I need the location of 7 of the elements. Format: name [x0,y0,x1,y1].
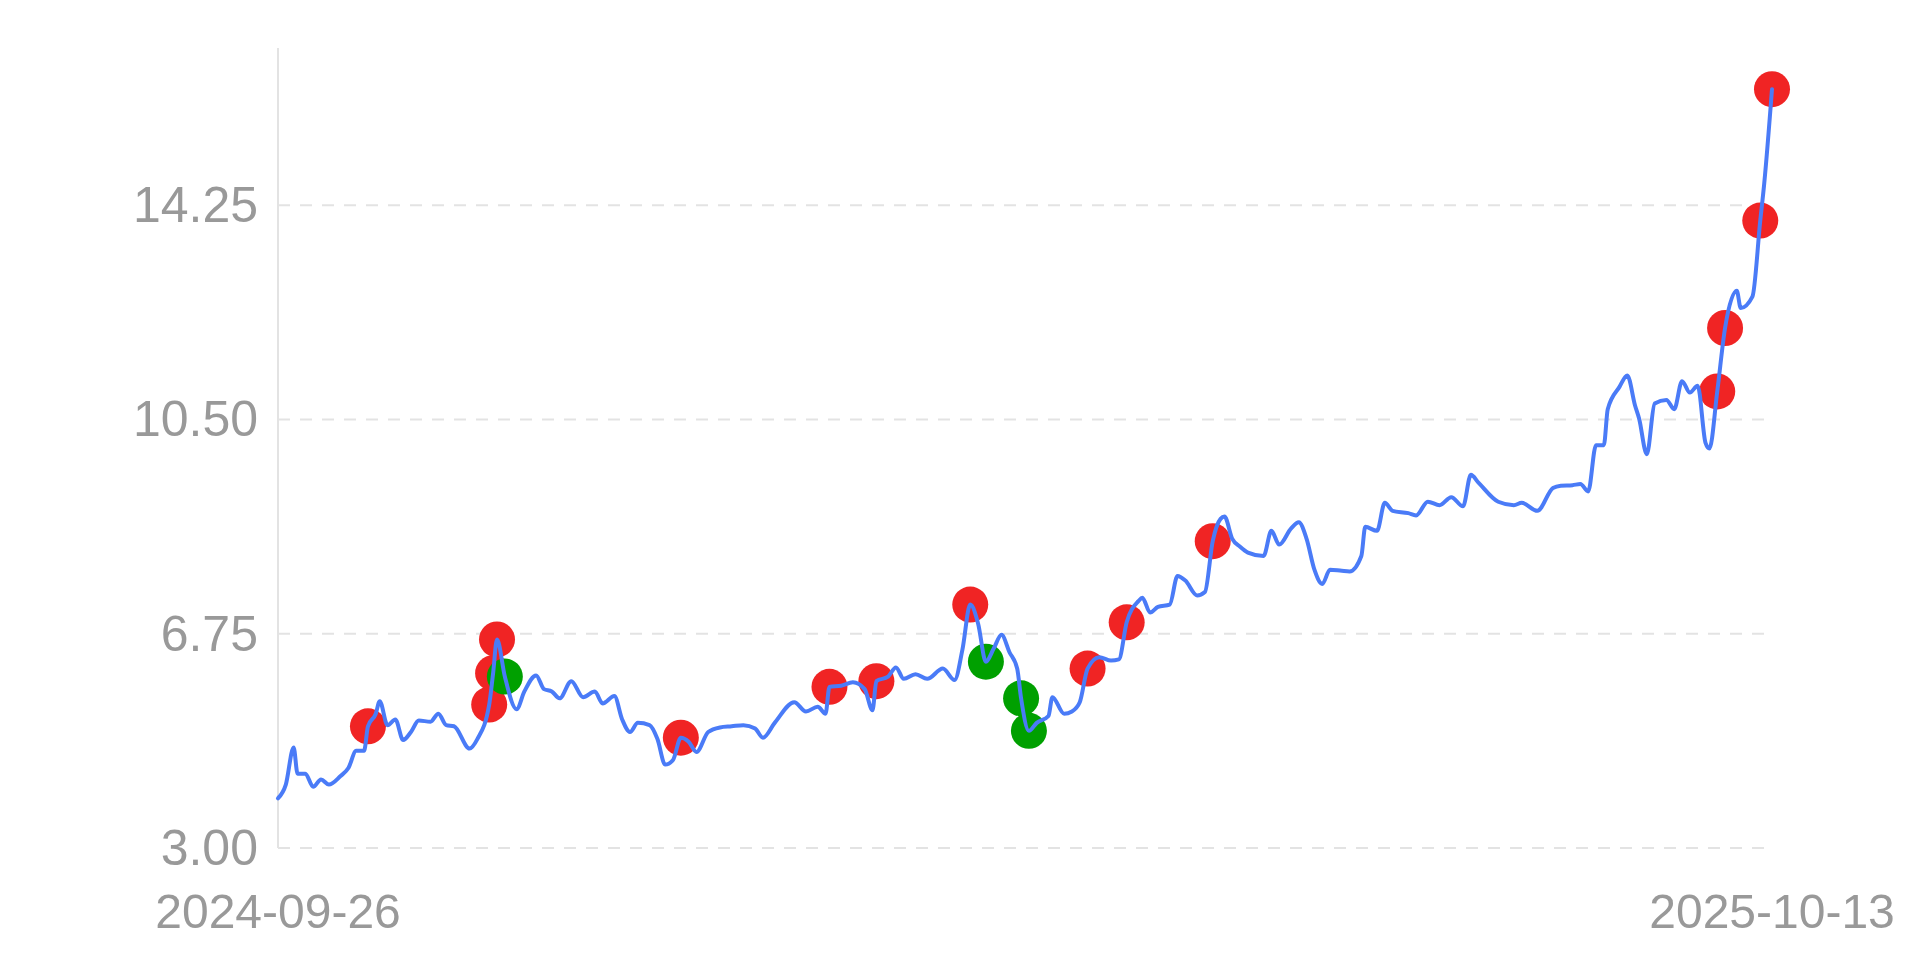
x-tick-label: 2024-09-26 [155,885,401,938]
y-tick-label: 6.75 [160,605,258,662]
point [1754,71,1790,108]
y-tick-label: 3.00 [160,820,258,876]
y-tick-label: 10.50 [132,391,258,448]
y-tick-label: 14.25 [132,177,258,234]
x-tick-label: 2025-10-13 [1649,885,1895,938]
